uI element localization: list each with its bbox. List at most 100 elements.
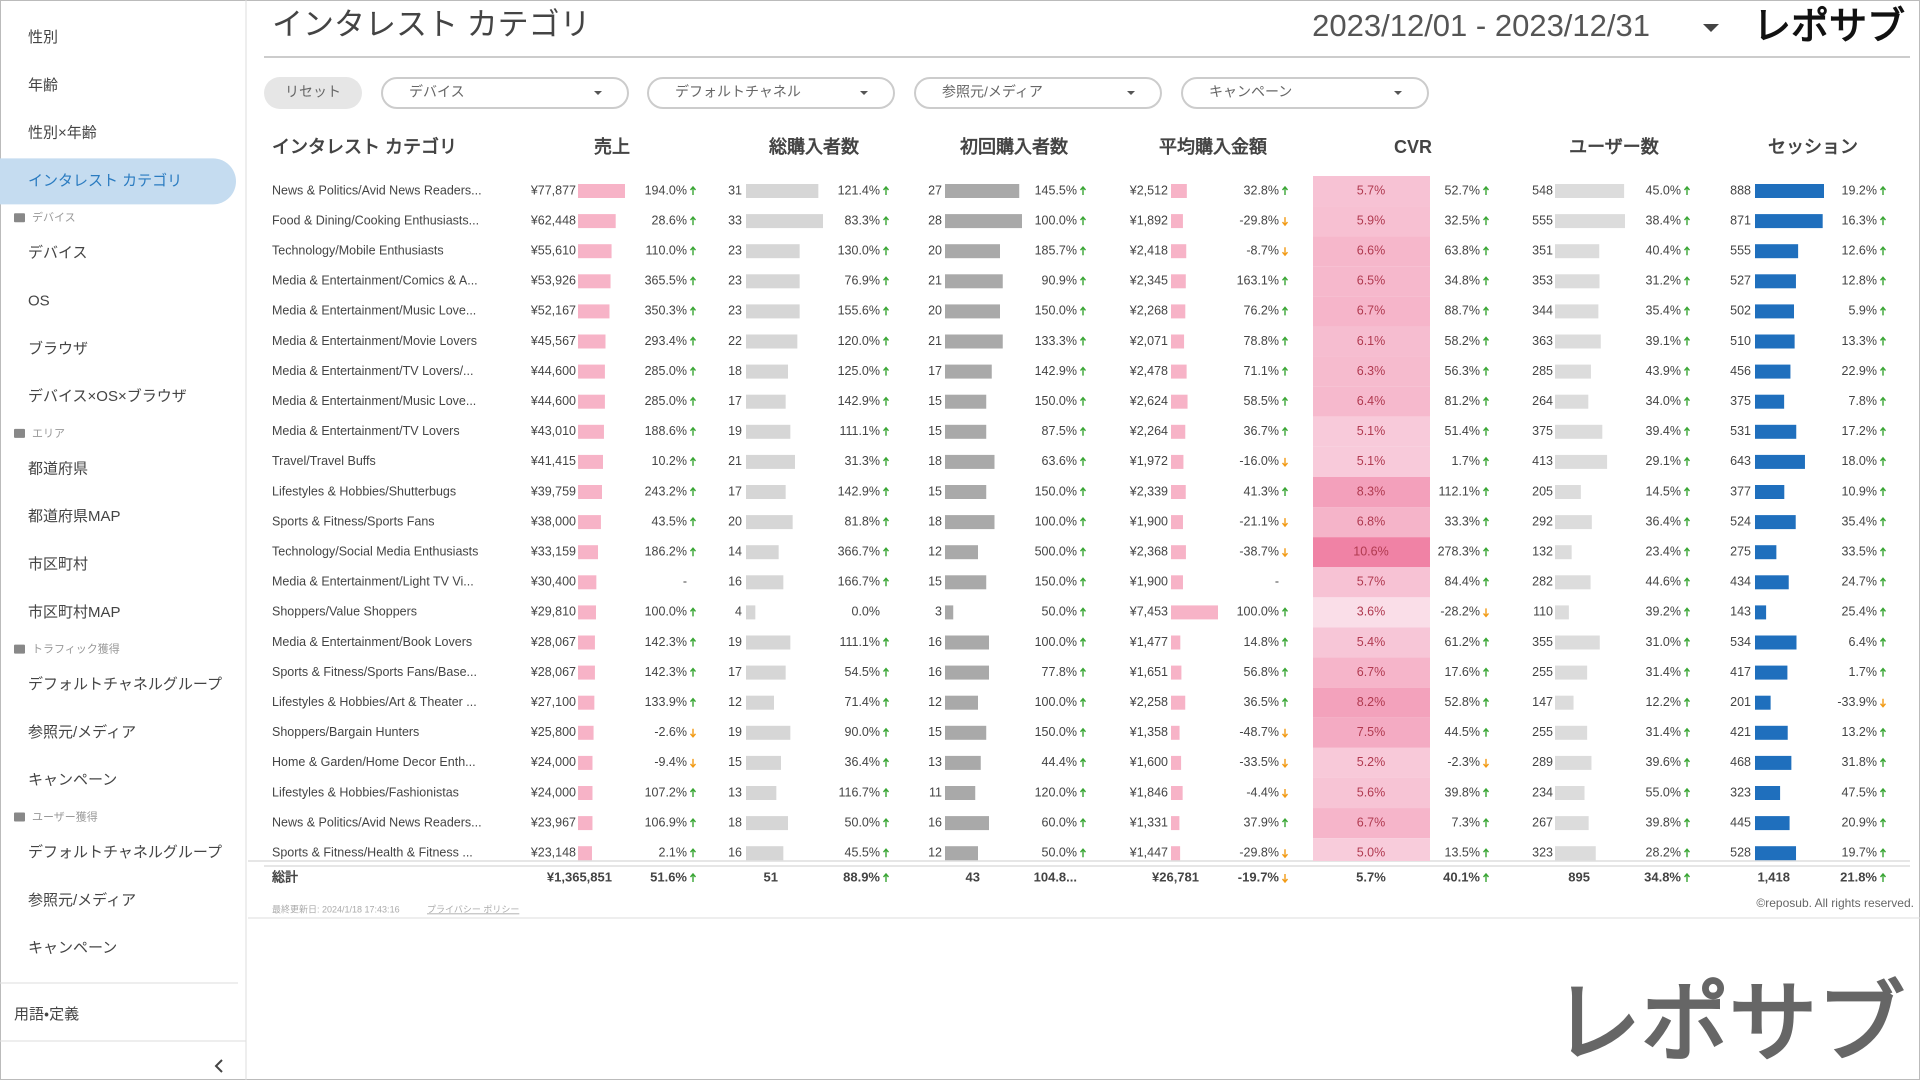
nav-item[interactable]: 都道府県MAP: [28, 508, 121, 525]
nav-item[interactable]: インタレスト カテゴリ: [28, 171, 182, 189]
cvr-cell-bg: [1313, 176, 1430, 207]
cvr-cell-bg: [1313, 446, 1430, 477]
dropdown-caret[interactable]: [1127, 91, 1135, 95]
cvr-value: 5.2%: [1357, 755, 1386, 769]
change-value: 54.5%: [845, 665, 880, 679]
arrow-up: [1281, 607, 1289, 617]
cell-value: 468: [1730, 755, 1751, 769]
change-value: 25.4%: [1842, 605, 1877, 619]
dropdown-caret[interactable]: [594, 91, 602, 95]
arrow-up: [1683, 366, 1691, 376]
nav-item[interactable]: ブラウザ: [28, 339, 88, 357]
change-value: 2.1%: [659, 845, 688, 859]
cell-bar: [945, 394, 987, 409]
watermark: レポサブ: [1553, 973, 1905, 1072]
change-value: 76.9%: [845, 274, 880, 288]
change-value: 58.2%: [1445, 334, 1480, 348]
nav-item[interactable]: 参照元/メディア: [28, 723, 136, 741]
arrow-up: [1879, 637, 1887, 647]
change-value: 194.0%: [645, 183, 687, 197]
arrow-up: [1079, 637, 1087, 647]
arrow-up: [882, 396, 890, 406]
arrow-up: [1482, 336, 1490, 346]
arrow-up: [1482, 216, 1490, 226]
date-dropdown-icon[interactable]: [1703, 24, 1719, 32]
nav-item[interactable]: 市区町村MAP: [28, 604, 121, 621]
filter-label[interactable]: 参照元/メディア: [942, 84, 1043, 100]
arrow-up: [1079, 757, 1087, 767]
change-value: 56.8%: [1244, 665, 1279, 679]
cell-bar: [578, 274, 611, 289]
cell-bar: [945, 695, 978, 710]
change-value: -4.4%: [1246, 785, 1279, 799]
cell-value: 234: [1532, 785, 1553, 799]
change-value: 31.2%: [1646, 274, 1681, 288]
change-value: 90.9%: [1042, 274, 1077, 288]
total-value: 1,418: [1757, 869, 1790, 884]
cell-bar: [1171, 334, 1185, 349]
filter-dropdown[interactable]: [381, 77, 629, 109]
nav-item[interactable]: キャンペーン: [28, 940, 117, 957]
nav-item[interactable]: デフォルトチャネルグループ: [28, 843, 222, 861]
arrow-up: [882, 185, 890, 195]
arrow-down: [689, 758, 697, 768]
change-value: 116.7%: [839, 785, 880, 799]
nav-item[interactable]: 性別: [28, 29, 58, 46]
column-header: セッション: [1768, 137, 1858, 157]
nav-item[interactable]: 市区町村: [28, 556, 88, 573]
change-value: 81.2%: [1445, 394, 1480, 408]
change-value: 350.3%: [645, 304, 687, 318]
arrow-up: [882, 848, 890, 858]
change-value: 155.6%: [838, 304, 880, 318]
nav-item[interactable]: 都道府県: [28, 460, 88, 477]
cell-value: 13: [928, 755, 942, 769]
nav-item[interactable]: 年齢: [28, 77, 58, 94]
cell-bar: [1555, 695, 1574, 710]
reset-button[interactable]: [264, 77, 362, 109]
arrow-up: [689, 787, 697, 797]
nav-item[interactable]: 参照元/メディア: [28, 891, 136, 909]
nav-item[interactable]: デフォルトチャネルグループ: [28, 675, 222, 693]
date-range[interactable]: 2023/12/01 - 2023/12/31: [1312, 8, 1650, 43]
filter-label[interactable]: デフォルトチャネル: [675, 84, 801, 100]
nav-item[interactable]: デバイス×OS×ブラウザ: [28, 387, 187, 405]
privacy-link[interactable]: プライバシー ポリシー: [427, 904, 519, 914]
change-value: -9.4%: [654, 755, 687, 769]
nav-item[interactable]: デバイス: [28, 244, 88, 262]
cell-bar: [1755, 786, 1781, 800]
arrow-up: [882, 486, 890, 496]
change-value: -16.0%: [1239, 454, 1279, 468]
filter-dropdown[interactable]: [914, 77, 1162, 109]
change-value: 150.0%: [1035, 725, 1077, 739]
nav-item[interactable]: 性別×年齢: [28, 125, 97, 142]
change-value: 63.6%: [1042, 454, 1077, 468]
cell-bar: [1171, 846, 1181, 861]
cvr-value: 6.6%: [1357, 243, 1386, 257]
arrow-up: [1482, 366, 1490, 376]
arrow-down: [1281, 518, 1289, 528]
cell-value: ¥1,331: [1129, 815, 1168, 829]
dropdown-caret[interactable]: [1394, 91, 1402, 95]
change-value: 36.7%: [1244, 424, 1279, 438]
cell-value: 434: [1730, 575, 1751, 589]
arrow-up: [1079, 517, 1087, 527]
filter-dropdown[interactable]: [647, 77, 895, 109]
arrow-up: [1683, 456, 1691, 466]
filter-label[interactable]: デバイス: [409, 84, 465, 100]
glossary-link[interactable]: 用語・定義: [14, 1006, 79, 1023]
reset-label[interactable]: リセット: [285, 84, 341, 100]
cell-value: 19: [728, 635, 742, 649]
nav-item[interactable]: キャンペーン: [28, 772, 117, 789]
cell-bar: [1555, 515, 1592, 530]
change-value: 7.3%: [1452, 815, 1481, 829]
filter-label[interactable]: キャンペーン: [1209, 84, 1292, 100]
cell-value: 16: [728, 575, 742, 589]
cell-bar: [1755, 485, 1785, 499]
nav-item[interactable]: OS: [28, 292, 50, 309]
dropdown-caret[interactable]: [860, 91, 868, 95]
filter-dropdown[interactable]: [1181, 77, 1429, 109]
collapse-button[interactable]: [214, 1059, 223, 1073]
arrow-up: [1482, 818, 1490, 828]
arrow-up: [1079, 246, 1087, 256]
